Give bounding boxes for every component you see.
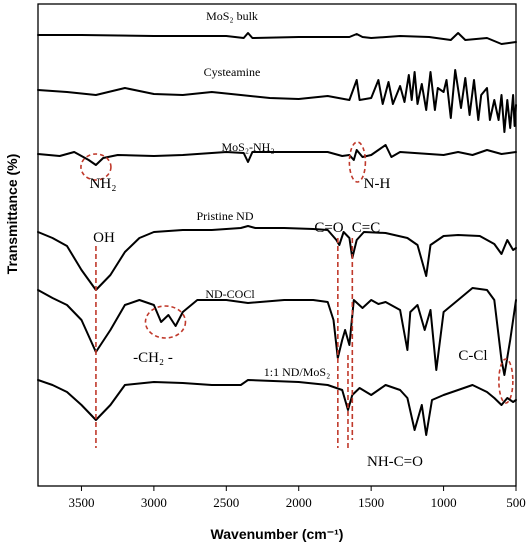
x-tick-label-3500: 3500 — [68, 495, 94, 510]
annotation-nh-co: NH-C=O — [367, 454, 423, 470]
nh2-band-ellipse — [80, 153, 112, 181]
x-tick-label-3000: 3000 — [141, 495, 167, 510]
series-label-nd-mos2: 1:1 ND/MoS₂ — [264, 365, 331, 379]
nh-band-ellipse — [348, 141, 367, 183]
x-tick-label-1000: 1000 — [431, 495, 457, 510]
series-line-3 — [37, 225, 517, 291]
x-tick-label-1500: 1500 — [358, 495, 384, 510]
annotation-co: C=O — [314, 220, 343, 236]
x-axis-title: Wavenumber (cm⁻¹) — [211, 526, 344, 542]
series-line-1 — [37, 69, 517, 133]
annotation-cc: C=C — [352, 220, 380, 236]
series-label-nd-cocl: ND-COCl — [205, 287, 255, 301]
annotation-nh: N-H — [364, 176, 391, 192]
series-line-4 — [37, 287, 517, 376]
ch2-band-ellipse — [144, 305, 187, 339]
ccl-band-ellipse — [498, 358, 514, 404]
annotation-ch2: -CH₂ - — [133, 350, 173, 366]
series-line-5 — [37, 379, 517, 436]
plot-frame — [37, 3, 517, 487]
x-tick-label-2500: 2500 — [213, 495, 239, 510]
x-tick-label-500: 500 — [506, 495, 526, 510]
y-axis-title: Transmittance (%) — [4, 154, 20, 275]
series-label-mos2-nh2: MoS₂-NH₂ — [221, 140, 274, 154]
series-label-pristine-nd: Pristine ND — [197, 209, 254, 223]
annotation-ccl: C-Cl — [458, 348, 487, 364]
series-label-mos2-bulk: MoS₂ bulk — [206, 9, 258, 23]
series-lines — [37, 32, 517, 436]
annotation-oh: OH — [93, 230, 115, 246]
series-line-2 — [37, 144, 517, 166]
x-axis: 3500 3000 2500 2000 1500 1000 500 — [68, 486, 526, 510]
annotation-nh2: NH₂ — [90, 176, 117, 192]
band-markers — [80, 141, 514, 448]
series-line-0 — [37, 32, 517, 45]
x-tick-label-2000: 2000 — [286, 495, 312, 510]
series-label-cysteamine: Cysteamine — [204, 65, 261, 79]
